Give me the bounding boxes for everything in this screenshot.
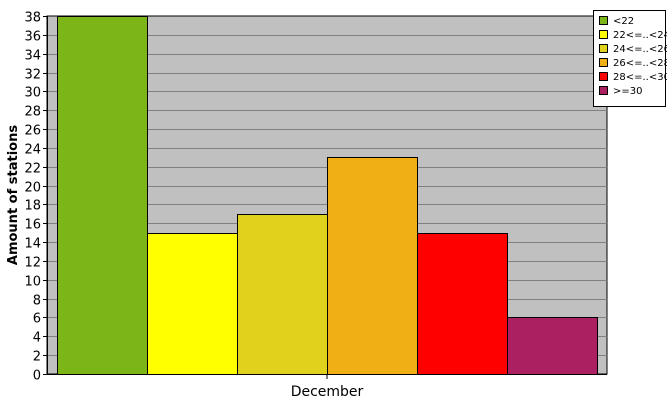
y-tick-label: 0: [33, 369, 41, 384]
legend-swatch: [599, 30, 608, 39]
y-tick-label: 22: [24, 162, 41, 177]
y-tick-label: 12: [24, 256, 41, 271]
bar: [57, 16, 148, 375]
legend-swatch: [599, 72, 608, 81]
bars: [57, 16, 598, 375]
x-tick-labels: December: [291, 384, 364, 400]
y-tick-label: 24: [24, 143, 41, 158]
y-tick-label: 38: [24, 11, 41, 26]
legend-label: 22<=..<24: [613, 30, 667, 41]
legend-label: 28<=..<30: [613, 72, 667, 83]
y-tick-label: 20: [24, 181, 41, 196]
bar: [507, 317, 598, 375]
axes: [43, 16, 607, 379]
bar: [327, 157, 418, 375]
y-tick-label: 26: [24, 124, 41, 139]
legend-swatch: [599, 44, 608, 53]
legend-label: 26<=..<28: [613, 58, 667, 69]
y-tick-label: 2: [33, 350, 41, 365]
y-tick-label: 16: [24, 218, 41, 233]
y-tick-label: 6: [33, 312, 41, 327]
legend-label: 24<=..<26: [613, 44, 667, 55]
y-tick-label: 18: [24, 199, 41, 214]
y-tick-label: 14: [24, 237, 41, 252]
y-axis-title: Amount of stations: [6, 125, 21, 265]
y-tick-label: 32: [24, 68, 41, 83]
y-tick-label: 4: [33, 331, 41, 346]
legend: <22 22<=..<24 24<=..<26 26<=..<28 28<=..<30 >…: [593, 10, 667, 107]
bar: [417, 233, 508, 375]
legend-swatch: [599, 16, 608, 25]
y-tick-label: 8: [33, 294, 41, 309]
y-tick-label: 28: [24, 105, 41, 120]
y-tick-label: 34: [24, 49, 41, 64]
y-tick-label: 10: [24, 275, 41, 290]
y-tick-label: 36: [24, 30, 41, 45]
bar: [147, 233, 238, 375]
legend-swatch: [599, 58, 608, 67]
x-tick-label: December: [291, 384, 364, 400]
y-tick-label: 30: [24, 86, 41, 101]
legend-label: <22: [613, 16, 634, 27]
legend-swatch: [599, 86, 608, 95]
bar: [237, 214, 328, 375]
legend-label: >=30: [613, 86, 642, 97]
